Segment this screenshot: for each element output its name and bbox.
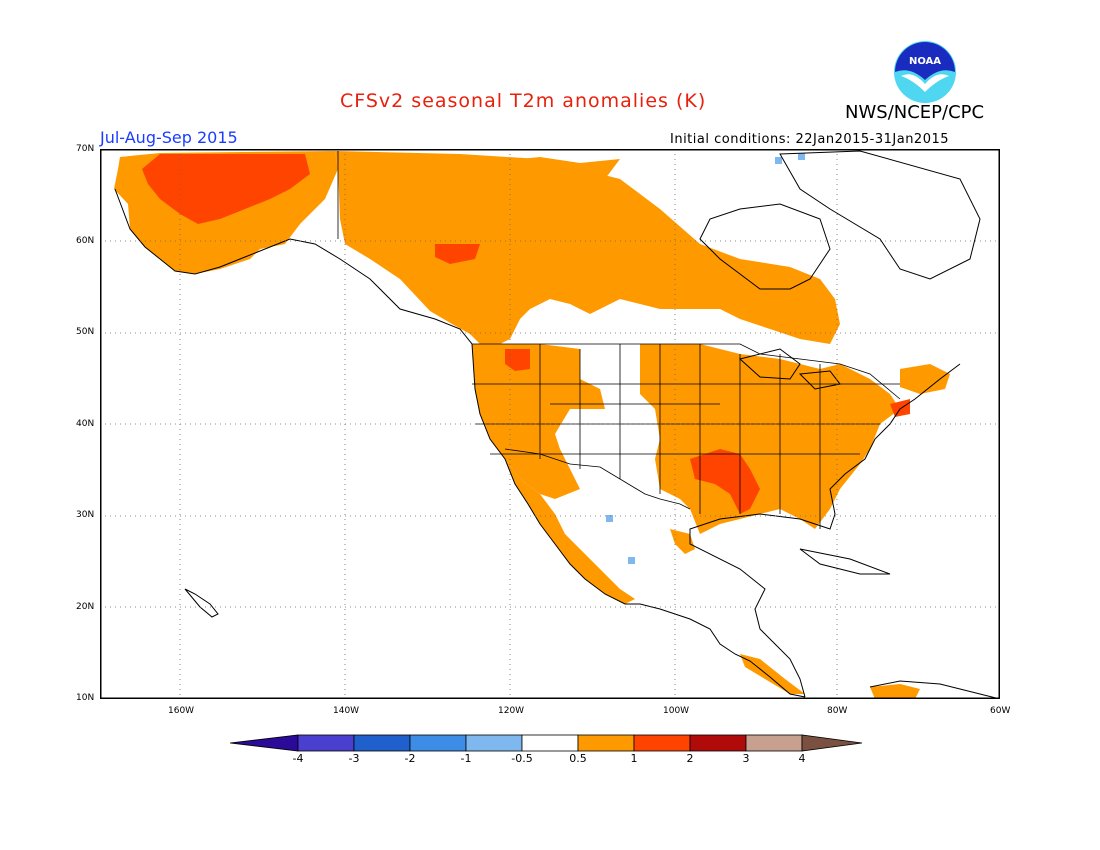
initial-conditions: Initial conditions: 22Jan2015-31Jan2015	[670, 132, 950, 147]
anomaly-region-venezuela	[870, 684, 920, 699]
anomaly-region-central-america	[740, 654, 805, 694]
coastline-north-america	[114, 188, 806, 698]
colorbar-label: -1	[460, 752, 472, 765]
anomaly-region-canada-north	[455, 157, 620, 184]
anomaly-cell-cool	[775, 157, 782, 164]
coastline-layer	[114, 150, 1000, 699]
colorbar-label: 3	[742, 752, 750, 765]
lat-label-20n: 20N	[76, 602, 95, 612]
lon-label-60w: 60W	[990, 706, 1011, 716]
color-scale-bar	[230, 734, 863, 752]
colorbar-label: 1	[630, 752, 638, 765]
lon-label-140w: 140W	[333, 706, 360, 716]
coastline-hudson-bay	[699, 203, 831, 290]
colorbar-label: 2	[686, 752, 694, 765]
lat-label-30n: 30N	[76, 510, 95, 520]
colorbar-arrow-right	[801, 734, 863, 752]
colorbar-label: -2	[404, 752, 416, 765]
svg-text:NOAA: NOAA	[909, 56, 941, 67]
anomaly-region-us-west	[472, 344, 605, 499]
border-us-canada	[472, 343, 901, 400]
color-scale-labels: -4 -3 -2 -1 -0.5 0.5 1 2 3 4	[230, 752, 870, 768]
colorbar-label: -0.5	[511, 752, 533, 765]
colorbar-label: -4	[292, 752, 304, 765]
anomaly-region-northwest-hot	[505, 349, 530, 371]
colorbar-segment	[297, 734, 355, 752]
coastline-hawaii	[184, 588, 219, 618]
anomaly-region-newfoundland	[900, 364, 950, 394]
anomaly-region-mississippi-hot	[690, 449, 760, 514]
lat-label-40n: 40N	[76, 419, 95, 429]
colorbar-segment	[521, 734, 579, 752]
lat-label-60n: 60N	[76, 236, 95, 246]
map-title: CFSv2 seasonal T2m anomalies (K)	[340, 90, 707, 112]
lon-label-80w: 80W	[827, 706, 848, 716]
anomaly-map	[100, 149, 1000, 699]
colorbar-arrow-left	[230, 734, 299, 752]
anomaly-region-us-central-east	[640, 344, 900, 534]
anomaly-fill-layer	[114, 151, 950, 699]
coastline-greenland	[779, 150, 981, 280]
agency-label: NWS/NCEP/CPC	[845, 102, 985, 123]
colorbar-segment	[689, 734, 747, 752]
anomaly-region-alaska-hot	[142, 154, 310, 224]
colorbar-segment	[409, 734, 467, 752]
colorbar-segment	[465, 734, 523, 752]
anomaly-cell-cool	[798, 153, 805, 160]
lon-label-100w: 100W	[663, 706, 690, 716]
colorbar-label: -3	[348, 752, 360, 765]
anomaly-region-canada-hot	[435, 244, 480, 264]
anomaly-region-mexico-gulf	[670, 529, 695, 554]
lon-label-160w: 160W	[168, 706, 195, 716]
coastline-south-america	[869, 680, 1000, 699]
lon-label-120w: 120W	[498, 706, 525, 716]
map-frame	[100, 149, 1000, 699]
colorbar-segment	[353, 734, 411, 752]
forecast-period: Jul-Aug-Sep 2015	[100, 128, 238, 147]
colorbar-segment	[577, 734, 635, 752]
anomaly-cell-cool	[628, 557, 635, 564]
graticule	[100, 149, 1000, 699]
anomaly-region-baja-mexico	[505, 459, 635, 604]
colorbar-label: 0.5	[569, 752, 587, 765]
noaa-logo: NOAA	[894, 41, 956, 103]
colorbar-segment	[745, 734, 803, 752]
coastline-gulf-atlantic	[689, 363, 961, 698]
coastline-cuba	[799, 548, 891, 575]
anomaly-region-northeast-hot	[890, 399, 910, 417]
colorbar-segment	[633, 734, 691, 752]
border-layer	[337, 151, 901, 529]
anomaly-cell-cool	[606, 515, 613, 522]
lat-label-70n: 70N	[76, 144, 95, 154]
lat-label-10n: 10N	[76, 693, 95, 703]
colorbar-label: 4	[798, 752, 806, 765]
anomaly-region-canada-west	[335, 151, 840, 344]
lat-label-50n: 50N	[76, 327, 95, 337]
